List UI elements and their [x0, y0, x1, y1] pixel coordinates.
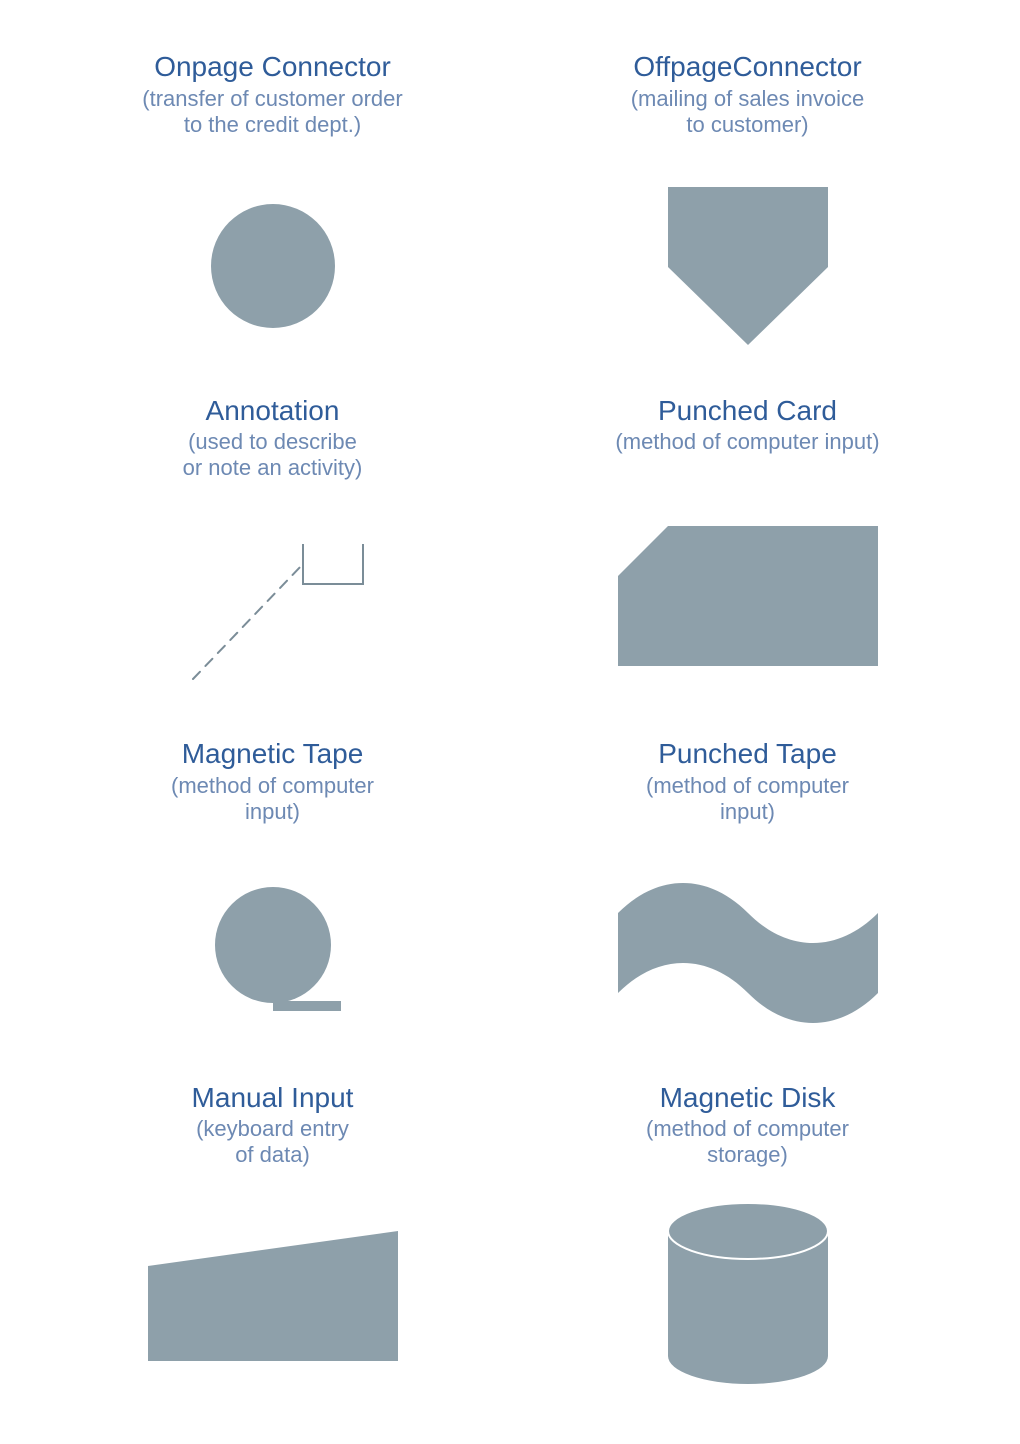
shape-cell-punched-tape: Punched Tape(method of computer input): [515, 727, 980, 1071]
punched-tape-icon: [515, 835, 980, 1070]
shape-cell-punched-card: Punched Card(method of computer input): [515, 384, 980, 728]
shape-title: OffpageConnector: [633, 50, 861, 84]
shape-title: Annotation: [206, 394, 340, 428]
shape-description: (method of computer storage): [646, 1116, 849, 1169]
shape-description: (mailing of sales invoice to customer): [631, 86, 865, 139]
shape-cell-manual-input: Manual Input(keyboard entry of data): [40, 1071, 505, 1415]
offpage-connector-icon: [515, 148, 980, 383]
shape-title: Punched Tape: [658, 737, 837, 771]
shape-description: (method of computer input): [615, 429, 879, 455]
shape-cell-onpage-connector: Onpage Connector(transfer of customer or…: [40, 40, 505, 384]
shape-cell-annotation: Annotation(used to describe or note an a…: [40, 384, 505, 728]
magnetic-disk-icon: [515, 1179, 980, 1414]
shape-title: Punched Card: [658, 394, 837, 428]
shape-title: Onpage Connector: [154, 50, 391, 84]
annotation-icon: [40, 492, 505, 727]
shape-cell-offpage-connector: OffpageConnector(mailing of sales invoic…: [515, 40, 980, 384]
shape-cell-magnetic-tape: Magnetic Tape(method of computer input): [40, 727, 505, 1071]
manual-input-icon: [40, 1179, 505, 1414]
shape-cell-magnetic-disk: Magnetic Disk(method of computer storage…: [515, 1071, 980, 1415]
shape-title: Manual Input: [192, 1081, 354, 1115]
magnetic-tape-icon: [40, 835, 505, 1070]
shape-description: (keyboard entry of data): [196, 1116, 349, 1169]
shape-description: (method of computer input): [171, 773, 374, 826]
shape-description: (used to describe or note an activity): [183, 429, 363, 482]
shape-title: Magnetic Disk: [660, 1081, 836, 1115]
onpage-connector-icon: [40, 148, 505, 383]
shape-title: Magnetic Tape: [182, 737, 364, 771]
punched-card-icon: [515, 465, 980, 727]
shape-description: (transfer of customer order to the credi…: [142, 86, 402, 139]
shape-description: (method of computer input): [646, 773, 849, 826]
